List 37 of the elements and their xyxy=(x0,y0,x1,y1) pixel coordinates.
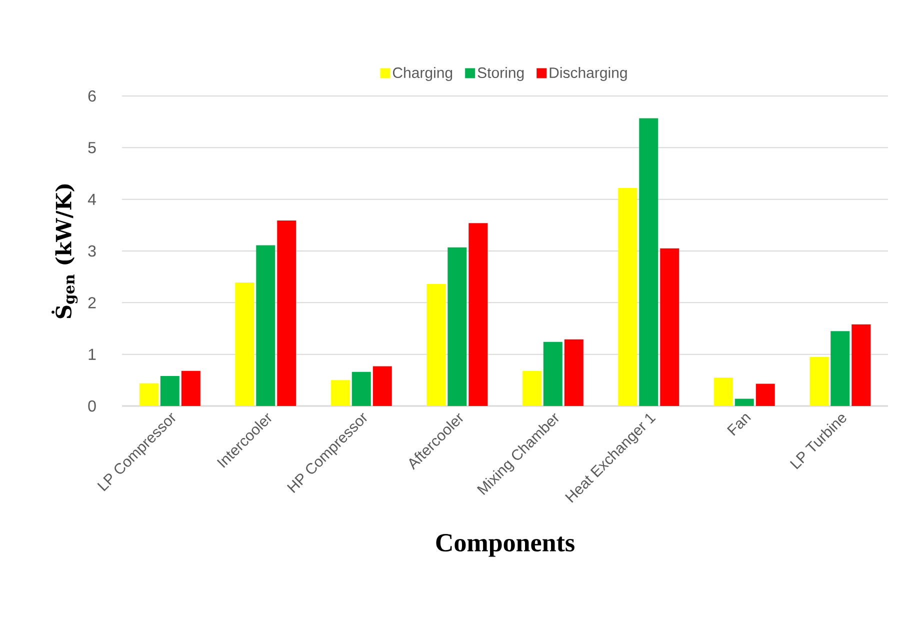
bar xyxy=(639,118,658,406)
x-tick-label: Fan xyxy=(726,414,751,436)
bar xyxy=(714,378,733,406)
bar xyxy=(352,372,371,406)
y-tick-label: 5 xyxy=(88,142,96,154)
bar xyxy=(448,247,467,406)
bar xyxy=(139,383,158,406)
y-tick-label: 1 xyxy=(88,348,96,360)
bar xyxy=(160,376,180,406)
y-tick-label: 6 xyxy=(88,90,96,102)
bar xyxy=(660,248,680,406)
y-tick-label: 2 xyxy=(88,297,96,308)
bar xyxy=(852,324,871,406)
y-tick-label: 3 xyxy=(88,245,96,257)
bar xyxy=(810,356,829,406)
legend-label: Storing xyxy=(478,67,524,81)
bar xyxy=(256,245,276,406)
bar xyxy=(564,339,584,406)
y-tick-label: 4 xyxy=(88,194,96,205)
bar xyxy=(235,282,254,406)
bar xyxy=(330,380,350,406)
bar xyxy=(522,370,542,406)
legend-label: Discharging xyxy=(550,67,627,81)
bar xyxy=(618,188,638,406)
bar xyxy=(756,384,775,406)
bar xyxy=(372,366,392,406)
bar xyxy=(830,331,850,406)
y-axis-title: Ṡ$_{gen}$ (kW/K) xyxy=(52,184,78,318)
bar xyxy=(426,284,446,406)
bar xyxy=(468,223,488,406)
bar xyxy=(543,342,562,406)
bar xyxy=(734,398,754,406)
x-axis-title: Components xyxy=(436,534,574,557)
y-tick-label: 0 xyxy=(88,400,96,412)
bar xyxy=(277,220,296,406)
legend-label: Charging xyxy=(392,67,452,81)
bar xyxy=(181,370,200,406)
